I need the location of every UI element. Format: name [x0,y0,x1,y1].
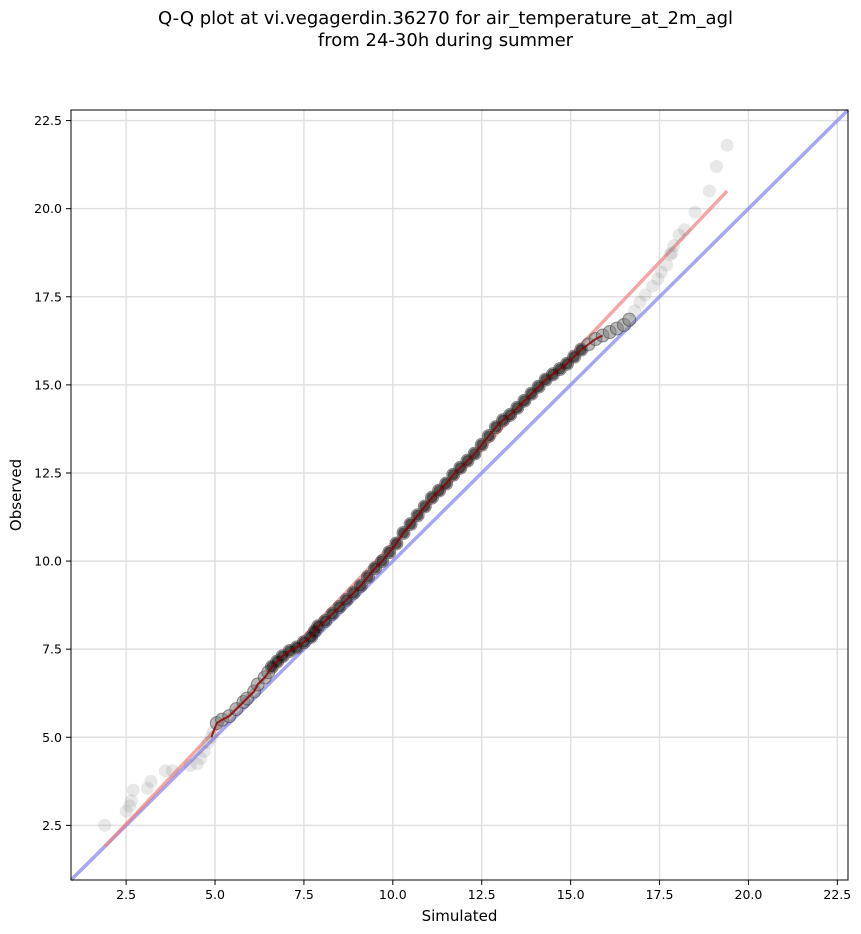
y-tick-label: 22.5 [34,113,62,128]
data-point [140,781,154,795]
y-tick-label: 17.5 [34,289,62,304]
data-point [201,736,215,750]
tick-marks [66,120,838,885]
data-point [119,804,133,818]
data-point [660,258,674,272]
data-point [663,247,677,261]
data-point [633,295,647,309]
data-point [158,764,172,778]
central-trend-line [210,334,604,738]
x-tick-label: 5.0 [205,887,225,902]
data-point [98,818,112,832]
data-point [126,783,140,797]
tick-labels: 2.5 5.0 7.5 10.0 12.5 15.0 17.5 20.0 22.5 2.5 5.0 7… [34,113,851,902]
x-tick-label: 15.0 [557,887,585,902]
x-tick-label: 7.5 [294,887,314,902]
x-axis-label: Simulated [422,907,498,925]
data-points [98,138,734,832]
y-tick-label: 2.5 [42,818,62,833]
x-tick-label: 22.5 [823,887,851,902]
data-point [702,184,716,198]
data-point [709,159,723,173]
data-point [183,758,197,772]
y-tick-label: 20.0 [34,201,62,216]
data-point [165,764,179,778]
data-point [645,279,659,293]
x-tick-label: 10.0 [379,887,407,902]
data-point [124,794,138,808]
data-point [144,774,158,788]
central-trend-path [210,334,604,738]
data-point [667,239,681,253]
y-tick-label: 12.5 [34,465,62,480]
data-point [654,265,668,279]
x-tick-label: 20.0 [735,887,763,902]
identity-line [69,108,850,882]
x-tick-label: 2.5 [116,887,136,902]
data-point [628,304,642,318]
data-point [651,272,665,286]
data-point [665,246,679,260]
data-point [688,205,702,219]
chart-title: Q-Q plot at vi.vegagerdin.36270 for air_… [0,8,861,52]
data-point [677,223,691,237]
y-tick-label: 5.0 [42,730,62,745]
y-tick-label: 7.5 [42,642,62,657]
grid [71,110,848,880]
data-point [720,138,734,152]
x-tick-label: 17.5 [646,887,674,902]
y-axis-label: Observed [7,459,25,531]
x-tick-label: 12.5 [468,887,496,902]
data-point [190,757,204,771]
data-point [638,288,652,302]
y-tick-label: 15.0 [34,377,62,392]
data-point [672,228,686,242]
y-tick-label: 10.0 [34,554,62,569]
chart-title-line-1: Q-Q plot at vi.vegagerdin.36270 for air_… [158,8,733,29]
data-point [194,751,208,765]
data-point [123,799,137,813]
data-point [197,744,211,758]
data-point [622,312,637,327]
chart-title-line-2: from 24-30h during summer [317,30,574,51]
plot-frame [70,109,849,881]
